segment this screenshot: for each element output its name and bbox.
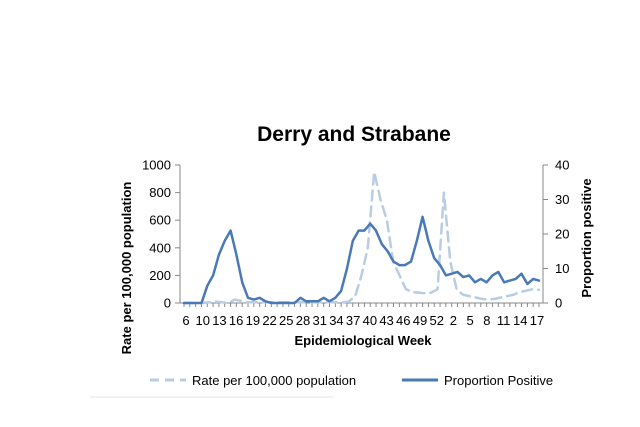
y-right-tick-label: 40 xyxy=(555,158,569,173)
legend-label-rate: Rate per 100,000 population xyxy=(192,373,356,388)
x-tick-label: 19 xyxy=(246,313,260,328)
series-line-proportion xyxy=(182,215,541,305)
legend-label-proportion: Proportion Positive xyxy=(444,373,553,388)
series-layer xyxy=(182,170,541,305)
x-tick-label: 49 xyxy=(413,313,427,328)
x-tick-label: 5 xyxy=(467,313,474,328)
y-axis-left-label: Rate per 100,000 population xyxy=(119,182,134,355)
legend: Rate per 100,000 population Proportion P… xyxy=(150,373,553,388)
y-right-tick-label: 30 xyxy=(555,192,569,207)
x-tick-label: 11 xyxy=(497,313,511,328)
x-tick-labels: 6 10 13 16 19 22 25 28 31 34 37 40 43 46 49 52 2 5 8 11 14 17 xyxy=(182,313,544,328)
y-left-tick-label: 600 xyxy=(149,213,171,228)
y-left-tick-label: 200 xyxy=(149,268,171,283)
y-right-tick-label: 0 xyxy=(555,296,562,311)
x-tick-label: 28 xyxy=(296,313,310,328)
y-axis-right-label: Proportion positive xyxy=(579,178,594,297)
y-left-ticks: 0 200 400 600 800 1000 xyxy=(142,158,180,311)
x-tick-label: 2 xyxy=(450,313,457,328)
x-tick-label: 16 xyxy=(229,313,243,328)
x-tick-label: 10 xyxy=(195,313,209,328)
axes xyxy=(179,165,544,304)
y-right-tick-label: 20 xyxy=(555,227,569,242)
x-ticks xyxy=(183,303,540,307)
y-left-tick-label: 1000 xyxy=(142,158,171,173)
x-tick-label: 46 xyxy=(396,313,410,328)
x-tick-label: 37 xyxy=(346,313,360,328)
y-right-tick-label: 10 xyxy=(555,261,569,276)
x-tick-label: 52 xyxy=(429,313,443,328)
x-tick-label: 40 xyxy=(363,313,377,328)
x-tick-label: 43 xyxy=(379,313,393,328)
y-left-tick-label: 0 xyxy=(164,296,171,311)
y-right-ticks: 0 10 20 30 40 xyxy=(543,158,569,311)
y-left-tick-label: 400 xyxy=(149,240,171,255)
x-tick-label: 14 xyxy=(513,313,527,328)
series-line-rate xyxy=(182,170,541,305)
x-tick-label: 25 xyxy=(279,313,293,328)
x-tick-label: 31 xyxy=(312,313,326,328)
x-tick-label: 8 xyxy=(483,313,490,328)
x-tick-label: 13 xyxy=(212,313,226,328)
chart-title: Derry and Strabane xyxy=(257,123,451,146)
y-left-tick-label: 800 xyxy=(149,185,171,200)
x-tick-label: 6 xyxy=(182,313,189,328)
x-tick-label: 17 xyxy=(530,313,544,328)
x-tick-label: 22 xyxy=(262,313,276,328)
x-tick-label: 34 xyxy=(329,313,343,328)
x-axis-label: Epidemiological Week xyxy=(294,333,432,348)
